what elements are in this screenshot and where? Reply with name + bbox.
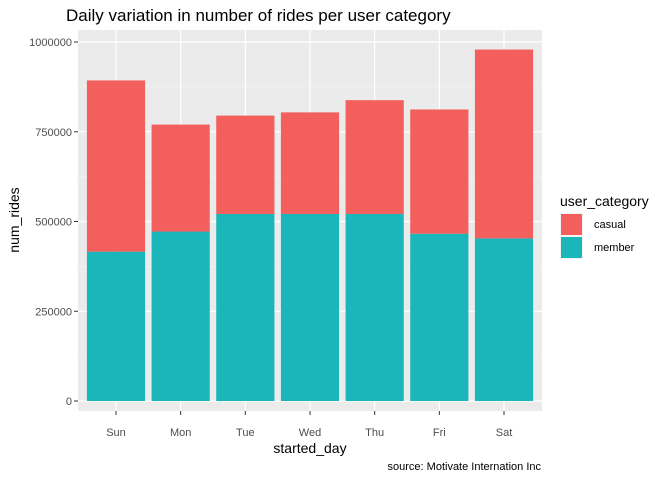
- bar-casual-mon: [151, 124, 210, 232]
- axes: 0 250000 500000 750000 1000000 Sun Mon Tue Wed Th…: [29, 37, 512, 439]
- x-tick-label-tue: Tue: [236, 427, 255, 439]
- bar-member-sun: [86, 251, 146, 401]
- x-tick-label-sat: Sat: [496, 427, 513, 439]
- y-tick-label: 750000: [35, 127, 72, 139]
- legend-key-member: [561, 237, 582, 258]
- bar-member-tue: [216, 213, 275, 401]
- bar-casual-wed: [280, 112, 340, 214]
- y-tick-label: 1000000: [29, 37, 72, 49]
- bar-member-thu: [345, 213, 404, 401]
- chart-title: Daily variation in number of rides per u…: [66, 6, 451, 25]
- bar-casual-tue: [216, 115, 275, 214]
- y-tick-label: 500000: [35, 217, 72, 229]
- caption: source: Motivate Internation Inc: [388, 461, 542, 473]
- bar-casual-sat: [474, 49, 534, 239]
- bar-casual-fri: [410, 109, 469, 234]
- bar-casual-sun: [86, 80, 146, 252]
- bars: [86, 49, 534, 401]
- legend: user_category casual member: [560, 193, 649, 259]
- legend-label-casual: casual: [594, 219, 626, 231]
- bar-member-fri: [410, 233, 469, 401]
- x-tick-label-thu: Thu: [365, 427, 384, 439]
- x-tick-label-sun: Sun: [106, 427, 126, 439]
- bar-casual-thu: [345, 100, 404, 214]
- legend-label-member: member: [594, 242, 635, 254]
- y-axis-title: num_rides: [6, 187, 22, 252]
- x-tick-label-mon: Mon: [170, 427, 191, 439]
- legend-key-casual: [561, 214, 582, 235]
- legend-title: user_category: [560, 193, 649, 209]
- bar-member-mon: [151, 231, 210, 401]
- x-axis-title: started_day: [273, 440, 346, 456]
- x-tick-label-wed: Wed: [299, 427, 321, 439]
- y-tick-label: 250000: [35, 306, 72, 318]
- y-tick-label: 0: [66, 396, 72, 408]
- bar-member-sat: [474, 238, 534, 401]
- bar-member-wed: [280, 213, 340, 401]
- x-tick-label-fri: Fri: [433, 427, 446, 439]
